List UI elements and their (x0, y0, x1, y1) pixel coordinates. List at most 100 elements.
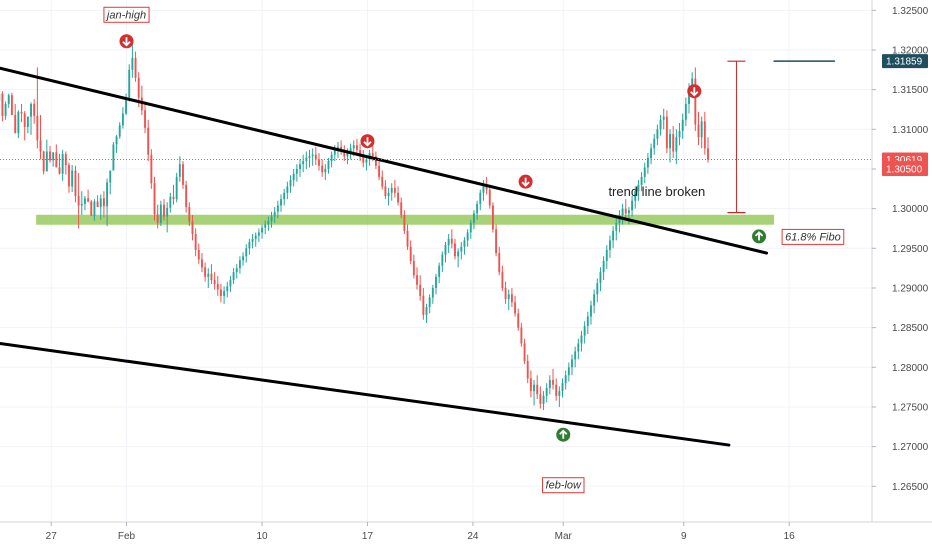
candle-body (254, 235, 257, 239)
candle-body (223, 291, 226, 296)
candle (71, 165, 74, 192)
candle-body (106, 182, 109, 207)
candle-body (691, 78, 694, 90)
candle-body (520, 327, 523, 344)
candle (523, 338, 526, 365)
candle-body (552, 379, 554, 385)
candle (580, 330, 583, 352)
candle (163, 199, 165, 221)
candle-body (219, 289, 222, 296)
time-axis[interactable]: 27 Feb 10 17 24 Mar 9 16 (0, 521, 932, 550)
candle (204, 262, 207, 282)
candle-body (42, 151, 45, 172)
candle-body (188, 207, 191, 222)
candle (498, 246, 501, 276)
candle-body (371, 153, 374, 157)
candle (542, 391, 545, 411)
price-tick-label: 1.27500 (892, 402, 929, 413)
trend-lines-layer (0, 60, 836, 447)
candle-body (346, 153, 349, 157)
candle-body (561, 383, 564, 392)
candle-body (172, 196, 175, 200)
candle-body (640, 176, 643, 185)
candle (586, 311, 589, 334)
price-axis[interactable]: 1.32500 1.32000 1.31500 1.31000 1.30500 1.300… (871, 0, 932, 550)
candle (61, 149, 64, 181)
candle (643, 162, 646, 184)
candle (4, 101, 7, 120)
candle-body (286, 186, 289, 193)
candle (235, 264, 238, 279)
candle-body (523, 343, 526, 361)
annotation-text: feb-low (546, 480, 583, 492)
candle (118, 122, 121, 139)
price-tag-bg (882, 54, 928, 69)
candle (640, 172, 643, 192)
candle (99, 194, 102, 220)
candle (425, 303, 428, 323)
candle (466, 229, 469, 247)
candle-body (261, 227, 264, 233)
candle (681, 113, 684, 139)
candle (191, 214, 194, 241)
candle-body (659, 119, 662, 130)
candle (74, 165, 77, 203)
candle-body (571, 359, 573, 368)
candle-body (96, 201, 99, 208)
candle (188, 202, 191, 227)
candle (479, 189, 482, 211)
candle-body (374, 156, 377, 166)
candle-body (270, 216, 273, 222)
candle (112, 142, 115, 171)
candle (605, 245, 608, 269)
candle-body (507, 294, 510, 300)
candle (539, 386, 542, 409)
candle-body (302, 161, 305, 165)
candle (49, 145, 51, 163)
candle (590, 300, 592, 325)
candle (621, 203, 624, 225)
arrow-up-icon (752, 229, 767, 244)
candle (387, 188, 390, 206)
candle-body (688, 89, 690, 104)
candle-body (147, 127, 150, 155)
candle-body (102, 198, 105, 207)
candle-body (397, 192, 399, 203)
candle-body (488, 189, 491, 206)
candle-body (292, 173, 295, 181)
candle (115, 134, 118, 154)
candle (656, 124, 659, 146)
candle (267, 216, 270, 231)
candle (476, 200, 479, 220)
candle-body (343, 151, 346, 157)
candle-body (58, 167, 61, 174)
candle (308, 149, 311, 168)
candle (583, 321, 586, 344)
candle-body (435, 276, 437, 288)
candle-body (491, 205, 494, 230)
candle (166, 202, 169, 233)
candle (564, 370, 567, 390)
candle-body (529, 378, 532, 392)
candle-body (406, 230, 409, 247)
candle (520, 322, 523, 347)
arrow-down-icon (119, 34, 134, 49)
candle (45, 139, 48, 172)
candle (507, 289, 510, 311)
candle (631, 195, 634, 217)
candle-body (20, 111, 23, 114)
candle (615, 218, 618, 241)
arrow-head (521, 181, 530, 187)
candle (555, 378, 558, 401)
candle-body (333, 149, 336, 155)
candle (599, 267, 602, 292)
candle (593, 289, 596, 314)
candle-body (30, 103, 32, 117)
candle-body (602, 261, 605, 273)
candle (80, 191, 83, 215)
candle (409, 240, 412, 265)
candle (156, 204, 159, 229)
candle (491, 202, 494, 233)
price-tick-label: 1.28500 (892, 323, 929, 334)
